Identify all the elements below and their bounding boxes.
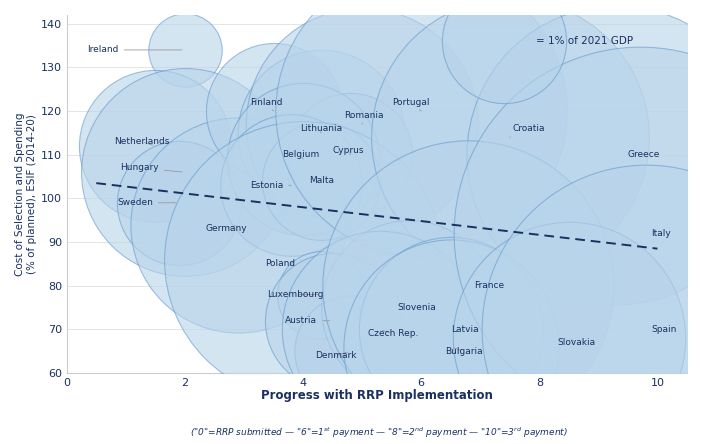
Text: Denmark: Denmark xyxy=(315,351,357,360)
Point xyxy=(445,343,456,350)
Text: Spain: Spain xyxy=(651,325,677,334)
Text: Austria: Austria xyxy=(285,316,330,325)
Point xyxy=(611,151,622,159)
Text: Slovenia: Slovenia xyxy=(397,303,437,312)
Point xyxy=(179,46,190,53)
Point xyxy=(179,169,190,176)
Y-axis label: Cost of Selection and Spending
(% of planned), ESIF (2014-20): Cost of Selection and Spending (% of pla… xyxy=(15,112,37,276)
Point xyxy=(345,151,356,159)
Text: Netherlands: Netherlands xyxy=(114,137,169,146)
Text: Hungary: Hungary xyxy=(120,163,182,172)
Text: Italy: Italy xyxy=(651,229,671,238)
Text: Portugal: Portugal xyxy=(392,98,429,111)
Point xyxy=(563,335,574,342)
Point xyxy=(315,291,326,298)
Point xyxy=(416,107,427,115)
Text: Belgium: Belgium xyxy=(282,150,319,159)
Text: Malta: Malta xyxy=(309,176,334,186)
Point xyxy=(504,134,515,141)
Text: Cyprus: Cyprus xyxy=(333,146,364,155)
Text: Slovakia: Slovakia xyxy=(557,338,595,347)
Text: Greece: Greece xyxy=(628,150,661,159)
Text: Ireland: Ireland xyxy=(88,45,182,55)
Text: Croatia: Croatia xyxy=(510,124,545,137)
Point xyxy=(173,199,185,206)
Text: Germany: Germany xyxy=(206,225,247,234)
Point xyxy=(327,317,338,324)
Text: Czech Rep.: Czech Rep. xyxy=(368,329,418,338)
Point xyxy=(286,182,297,189)
Point xyxy=(298,155,309,163)
Text: = 1% of 2021 GDP: = 1% of 2021 GDP xyxy=(536,36,633,46)
Text: Finland: Finland xyxy=(250,98,282,111)
Text: France: France xyxy=(475,281,505,290)
Point xyxy=(345,348,356,355)
Point xyxy=(640,326,651,333)
Point xyxy=(374,326,385,333)
Point xyxy=(498,38,510,45)
Point xyxy=(315,178,326,185)
Text: Luxembourg: Luxembourg xyxy=(267,290,324,299)
Point xyxy=(298,256,309,263)
Point xyxy=(315,129,326,136)
Text: Estonia: Estonia xyxy=(250,181,291,190)
Point xyxy=(268,107,279,115)
Text: Bulgaria: Bulgaria xyxy=(445,347,482,356)
X-axis label: Progress with RRP Implementation: Progress with RRP Implementation xyxy=(261,389,493,402)
Text: Lithuania: Lithuania xyxy=(300,124,342,133)
Text: Latvia: Latvia xyxy=(451,325,478,334)
Text: Poland: Poland xyxy=(265,259,300,269)
Point xyxy=(404,304,415,311)
Point xyxy=(445,326,456,333)
Point xyxy=(463,282,474,289)
Point xyxy=(357,121,368,128)
Text: Romania: Romania xyxy=(345,111,384,124)
Text: ("0"=RRP submitted — "6"=1$^{st}$ payment — "8"=2$^{nd}$ payment — "10"=3$^{rd}$: ("0"=RRP submitted — "6"=1$^{st}$ paymen… xyxy=(190,425,568,440)
Point xyxy=(232,221,244,228)
Point xyxy=(150,143,161,150)
Text: Sweden: Sweden xyxy=(117,198,176,207)
Point xyxy=(634,230,645,237)
